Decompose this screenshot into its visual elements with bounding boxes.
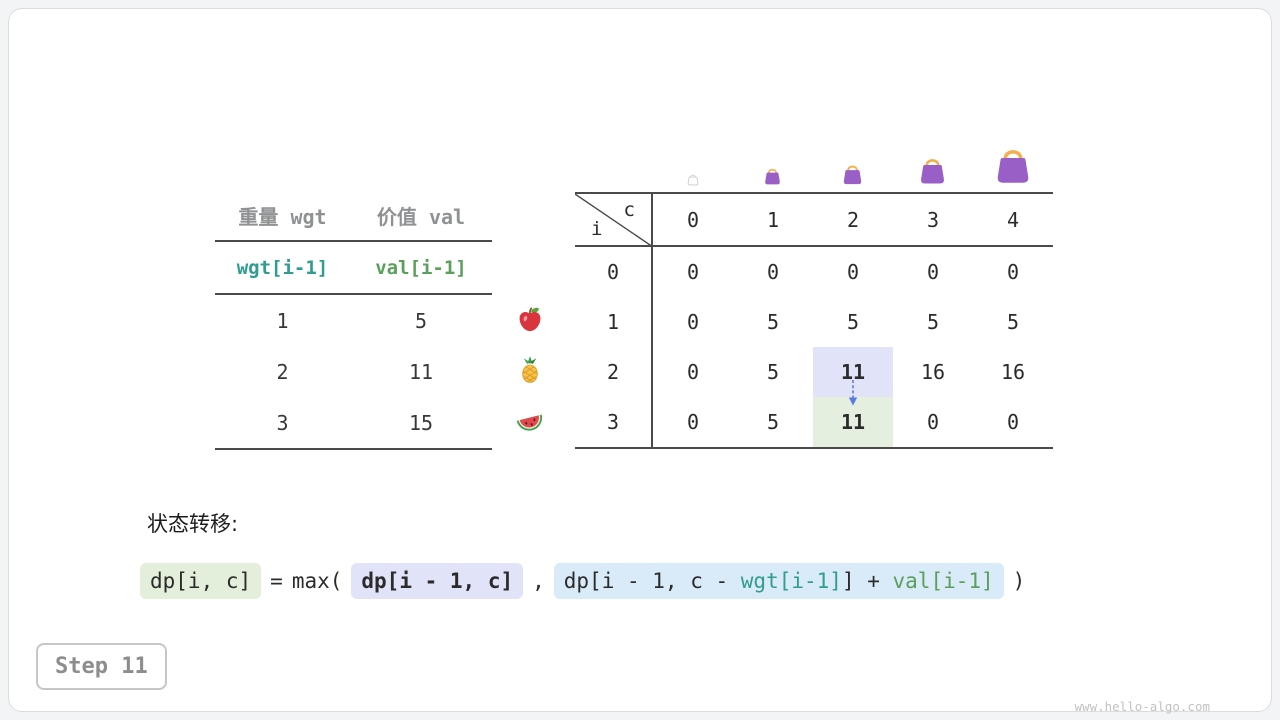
wgt-formula-label: wgt[i-1] xyxy=(236,256,329,279)
dp-row-header: 3 xyxy=(575,397,653,447)
formula-option-skip: dp[i - 1, c] xyxy=(351,563,524,599)
dp-col-header: 1 xyxy=(733,194,813,247)
formula-take-val: val[i-1] xyxy=(892,569,994,593)
col-var-label: c xyxy=(623,199,635,221)
corner-diagonal xyxy=(575,194,653,247)
dp-cell: 11 xyxy=(813,347,893,397)
dp-cell: 0 xyxy=(1006,410,1020,434)
dp-cell: 5 xyxy=(766,310,780,334)
item-weight: 1 xyxy=(276,308,289,333)
watermelon-icon xyxy=(516,414,543,431)
dp-cell: 16 xyxy=(1000,360,1026,384)
formula-take-wgt: wgt[i-1] xyxy=(740,569,842,593)
dp-cell: 5 xyxy=(766,360,780,384)
dp-col-header: 2 xyxy=(813,194,893,247)
dp-cell: 5 xyxy=(1006,310,1020,334)
dp-cell: 0 xyxy=(686,260,700,284)
dp-row-header: 0 xyxy=(575,247,653,297)
dp-cell: 0 xyxy=(686,310,700,334)
dp-col-header: 3 xyxy=(893,194,973,247)
item-value: 15 xyxy=(408,410,434,435)
item-row: 1 5 xyxy=(215,295,492,346)
watermark: www.hello-algo.com xyxy=(1074,699,1210,714)
dp-cell: 5 xyxy=(926,310,940,334)
transition-formula: dp[i, c] = max( dp[i - 1, c] , dp[i - 1,… xyxy=(140,560,1025,602)
dp-corner-cell: c i xyxy=(575,194,653,247)
formula-take-prefix: dp[i - 1, c - xyxy=(563,569,741,593)
dp-cell: 0 xyxy=(926,260,940,284)
formula-max-open: max( xyxy=(291,569,343,593)
item-table-header: 重量 wgt 价值 val xyxy=(215,190,492,242)
formula-equals: = xyxy=(270,569,283,593)
item-value: 11 xyxy=(408,359,434,384)
formula-take-mid: ] + xyxy=(841,569,893,593)
dp-cell: 0 xyxy=(686,410,700,434)
dp-cell: 5 xyxy=(766,410,780,434)
dp-cell: 16 xyxy=(920,360,946,384)
row-var-label: i xyxy=(591,218,603,240)
item-row: 2 11 xyxy=(215,346,492,397)
step-badge: Step 11 xyxy=(36,643,167,690)
transition-arrow-icon xyxy=(848,380,858,406)
bag-icon xyxy=(762,165,783,186)
val-formula-label: val[i-1] xyxy=(375,256,467,279)
pineapple-icon xyxy=(522,356,538,383)
item-value: 5 xyxy=(414,308,428,333)
formula-comma: , xyxy=(532,569,545,593)
item-weight: 3 xyxy=(276,410,289,435)
weight-header: 重量 wgt xyxy=(238,204,327,229)
bag-icon xyxy=(840,161,865,186)
item-weight: 2 xyxy=(276,359,289,384)
bag-outline-icon xyxy=(686,172,700,186)
dp-table: c i 0 1 2 3 4 0 0 0 0 0 0 1 0 5 5 5 5 2 … xyxy=(575,192,1053,449)
dp-cell: 0 xyxy=(926,410,940,434)
dp-cell: 0 xyxy=(1006,260,1020,284)
formula-option-take: dp[i - 1, c - wgt[i-1]] + val[i-1] xyxy=(553,563,1004,599)
dp-row-header: 1 xyxy=(575,297,653,347)
apple-icon xyxy=(519,307,541,332)
dp-cell: 5 xyxy=(846,310,860,334)
dp-col-header: 4 xyxy=(973,194,1053,247)
bag-icon xyxy=(991,142,1035,186)
formula-close: ) xyxy=(1012,569,1026,593)
dp-cell: 0 xyxy=(686,360,700,384)
dp-row-header: 2 xyxy=(575,347,653,397)
transition-label: 状态转移: xyxy=(147,512,239,536)
value-header: 价值 val xyxy=(376,204,466,229)
dp-cell: 0 xyxy=(846,260,860,284)
dp-cell: 0 xyxy=(766,260,780,284)
item-row: 3 15 xyxy=(215,397,492,450)
formula-lhs: dp[i, c] xyxy=(140,563,262,599)
item-table-formula-row: wgt[i-1] val[i-1] xyxy=(215,242,492,295)
item-table: 重量 wgt 价值 val wgt[i-1] val[i-1] 1 5 2 11… xyxy=(215,190,492,450)
dp-col-header: 0 xyxy=(653,194,733,247)
bag-icon xyxy=(916,153,949,186)
